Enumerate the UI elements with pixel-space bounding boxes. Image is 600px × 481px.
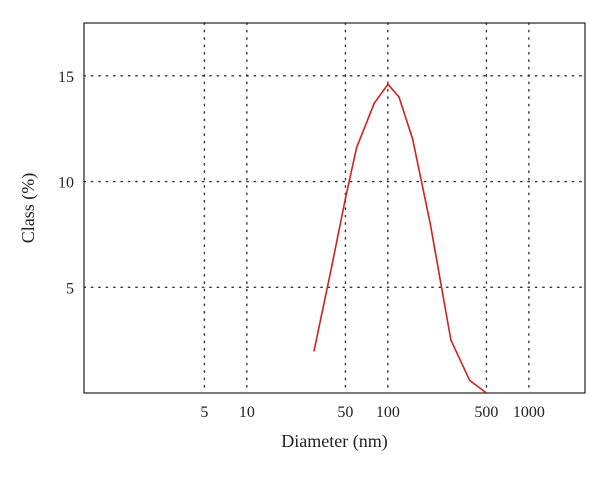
y-tick-label: 10 (58, 175, 74, 192)
data-point (330, 265, 333, 267)
data-point (429, 223, 432, 225)
data-point (468, 379, 471, 382)
data-point (355, 146, 358, 149)
x-tick-label: 5 (200, 404, 208, 421)
data-point (373, 102, 376, 105)
grid (83, 22, 586, 394)
series (313, 83, 488, 394)
x-tick-label: 100 (376, 404, 400, 421)
x-tick-label: 1000 (513, 404, 545, 421)
plot-frame (83, 22, 586, 394)
data-point (387, 83, 389, 86)
y-tick-label: 15 (58, 69, 74, 86)
y-tick-label: 5 (66, 280, 74, 297)
x-axis-label: Diameter (nm) (281, 431, 387, 452)
data-point (313, 349, 315, 352)
series-line (313, 83, 488, 394)
data-point (450, 339, 452, 341)
x-tick-label: 500 (474, 404, 498, 421)
y-axis-label: Class (%) (18, 173, 39, 244)
data-point (485, 392, 488, 394)
x-tick-label: 10 (239, 404, 255, 421)
x-tick-label: 50 (337, 404, 353, 421)
data-point (411, 138, 414, 141)
data-point (344, 197, 347, 200)
tick-labels: 5 10 50 100 500 1000 5 10 15 (58, 69, 545, 421)
data-point (398, 96, 400, 98)
